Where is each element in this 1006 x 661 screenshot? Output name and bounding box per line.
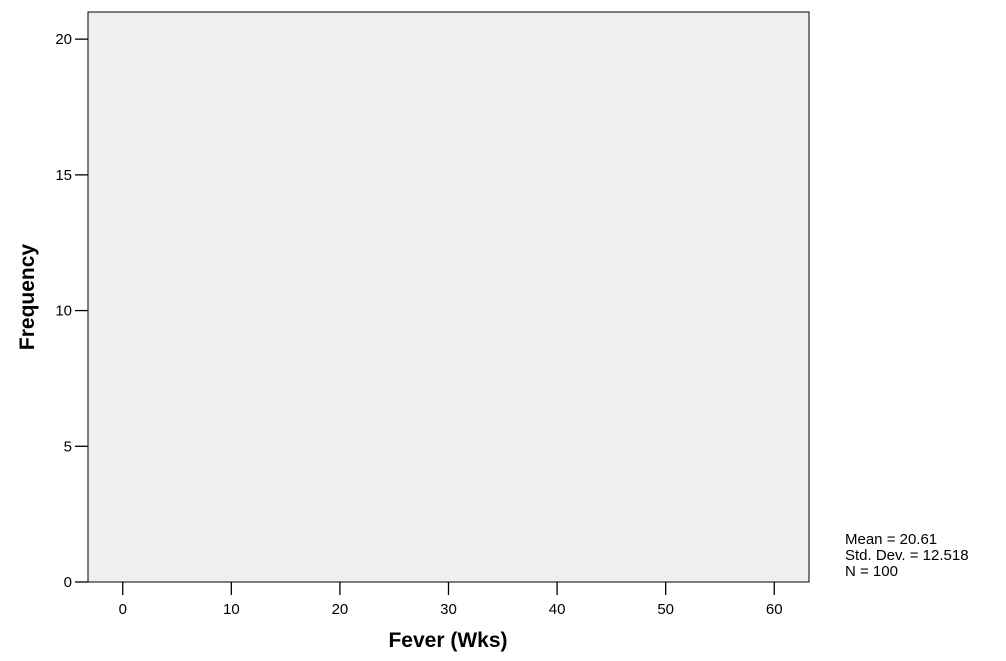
summary-statistics: Mean = 20.61 Std. Dev. = 12.518 N = 100 <box>845 532 969 580</box>
x-tick-label: 10 <box>223 601 240 618</box>
x-axis-title: Fever (Wks) <box>388 629 507 652</box>
y-tick-label: 15 <box>55 167 72 184</box>
y-axis: 0 5 10 15 20 <box>55 31 88 591</box>
y-tick-label: 10 <box>55 303 72 320</box>
y-tick-label: 5 <box>64 438 72 455</box>
x-tick-label: 30 <box>440 601 457 618</box>
x-tick-label: 50 <box>657 601 674 618</box>
std-dev-label: Std. Dev. = 12.518 <box>845 547 969 564</box>
plot-area <box>87 11 810 583</box>
x-axis: 0 10 20 30 40 50 60 <box>119 582 783 618</box>
y-tick-label: 20 <box>55 31 72 48</box>
x-tick-label: 20 <box>332 601 349 618</box>
x-tick-label: 60 <box>766 601 783 618</box>
mean-label: Mean = 20.61 <box>845 531 938 548</box>
y-tick-label: 0 <box>64 574 72 591</box>
x-tick-label: 40 <box>549 601 566 618</box>
x-tick-label: 0 <box>119 601 127 618</box>
n-label: N = 100 <box>845 563 898 580</box>
y-axis-title: Frequency <box>16 244 39 351</box>
